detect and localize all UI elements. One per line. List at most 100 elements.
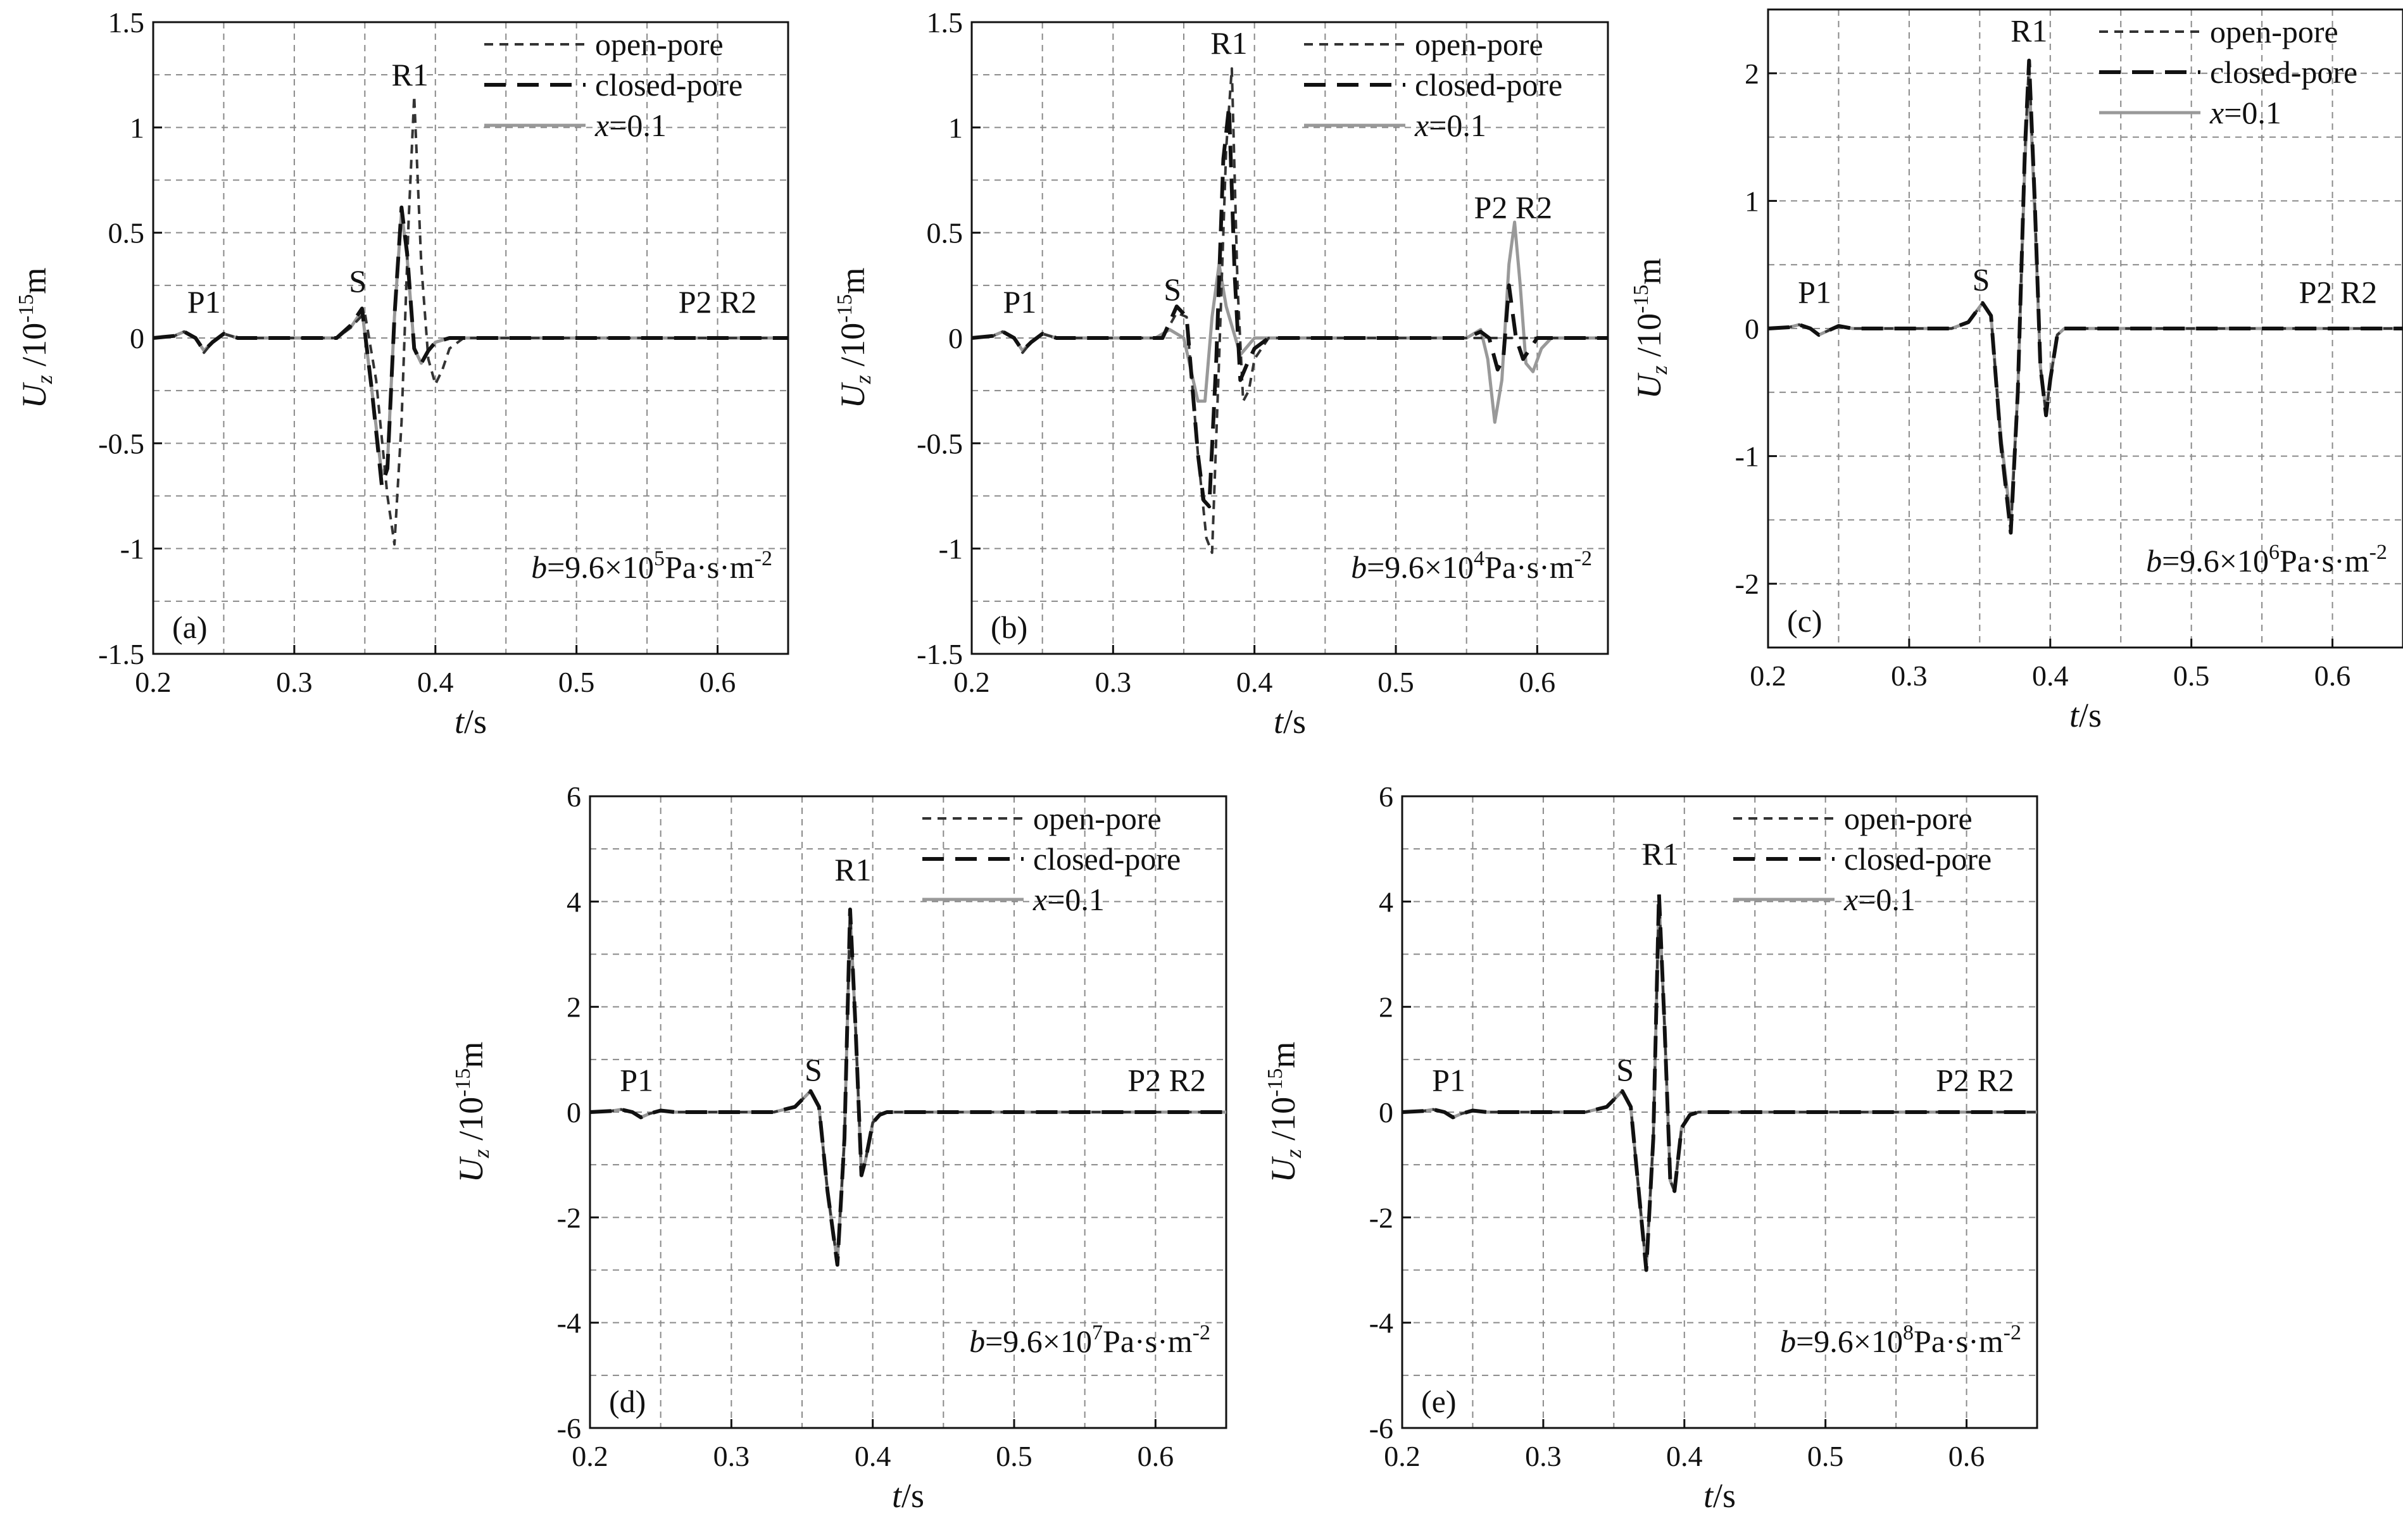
- y-axis-exp: -15: [15, 294, 38, 323]
- series-line-open: [971, 67, 1608, 554]
- wave-annotation: S: [1973, 262, 1990, 297]
- param-unit-exp: -2: [1193, 1321, 1210, 1344]
- param-mantissa: =9.6×10: [1796, 1324, 1903, 1359]
- legend-label-closed: closed-pore: [1844, 841, 1992, 877]
- y-axis-unit: /10: [15, 323, 53, 375]
- x-axis-unit: /s: [1283, 703, 1306, 741]
- wave-annotation: R1: [834, 852, 871, 887]
- x-axis-var: t: [455, 703, 465, 741]
- grid: [1402, 796, 2037, 1428]
- param-var: b: [1780, 1324, 1796, 1359]
- legend-value: =0.1: [1047, 882, 1105, 917]
- chart-panel-a: 0.2 0.3 0.4 0.5 0.6 -1.5 -1 -0.5 0 0.5 1 1.5 t/s Uz /…: [15, 6, 789, 741]
- y-axis-label: Uz /10-15m: [451, 1042, 494, 1183]
- y-tick-label: -4: [557, 1307, 581, 1339]
- x-axis-var: t: [1703, 1477, 1714, 1515]
- series-line-closed: [971, 104, 1608, 509]
- parameter-label: b=9.6×108Pa·s·m-2: [1780, 1321, 2021, 1359]
- y-tick-label: 4: [1379, 886, 1393, 918]
- y-axis-sub: z: [468, 1149, 494, 1158]
- x-tick-label: 0.3: [1525, 1440, 1562, 1472]
- chart-panel-d: 0.2 0.3 0.4 0.5 0.6 -6 -4 -2 0 2 4 6 t/s Uz /10-15m P1…: [451, 780, 1227, 1515]
- y-tick-label: -0.5: [98, 427, 144, 460]
- x-axis-label: t/s: [2069, 696, 2102, 734]
- chart-panel-e: 0.2 0.3 0.4 0.5 0.6 -6 -4 -2 0 2 4 6 t/s Uz /10-15m P1…: [1264, 780, 2038, 1515]
- y-axis-unit: /10: [1264, 1097, 1302, 1149]
- y-axis-unit-m: m: [15, 268, 53, 294]
- y-tick-label: 2: [1745, 58, 1759, 90]
- param-unit-exp: -2: [2004, 1321, 2021, 1344]
- param-unit-exp: -2: [755, 547, 772, 570]
- wave-annotation: P2 R2: [679, 284, 757, 320]
- y-axis-label: Uz /10-15m: [833, 268, 875, 409]
- y-axis-unit-m: m: [452, 1042, 490, 1068]
- param-exp: 7: [1092, 1321, 1103, 1344]
- y-axis-sub: z: [1281, 1149, 1306, 1158]
- y-tick-label: 4: [567, 886, 581, 918]
- x-axis-var: t: [2069, 696, 2080, 734]
- param-mantissa: =9.6×10: [547, 549, 654, 585]
- y-axis-var: U: [452, 1156, 490, 1182]
- x-axis-var: t: [892, 1477, 903, 1515]
- x-tick-label: 0.6: [2314, 660, 2351, 692]
- param-unit: Pa·s·m: [1914, 1324, 2004, 1359]
- y-tick-label: -4: [1369, 1307, 1393, 1339]
- param-exp: 5: [654, 547, 665, 570]
- y-tick-label: 0: [130, 322, 144, 354]
- y-tick-label: 1.5: [108, 6, 145, 39]
- legend-label-x01: x=0.1: [1843, 882, 1916, 917]
- x-axis-label: t/s: [1703, 1477, 1736, 1515]
- x-axis-unit: /s: [1713, 1477, 1736, 1515]
- legend-label-closed: closed-pore: [595, 67, 743, 103]
- legend-label-x01: x=0.1: [594, 108, 667, 143]
- x-tick-label: 0.2: [572, 1440, 608, 1472]
- x-tick-label: 0.3: [1891, 660, 1928, 692]
- legend-label-closed: closed-pore: [2210, 54, 2357, 90]
- series-line-open: [153, 94, 788, 546]
- y-tick-label: 0: [1745, 313, 1759, 345]
- wave-annotation: P2 R2: [2299, 275, 2378, 310]
- wave-annotation: P1: [1432, 1063, 1465, 1098]
- wave-annotation: S: [1616, 1052, 1634, 1087]
- wave-annotation: P1: [1003, 284, 1037, 320]
- param-unit: Pa·s·m: [1103, 1324, 1193, 1359]
- x-tick-label: 0.5: [996, 1440, 1032, 1472]
- grid: [972, 22, 1608, 654]
- y-tick-label: -6: [1369, 1412, 1393, 1444]
- x-axis-label: t/s: [1274, 703, 1306, 741]
- wave-annotation: S: [805, 1052, 822, 1087]
- series-line-closed: [153, 205, 788, 487]
- param-exp: 6: [2269, 541, 2280, 564]
- wave-annotation: R1: [1642, 836, 1679, 872]
- legend-var: x: [1843, 882, 1858, 917]
- x-tick-label: 0.4: [2032, 660, 2069, 692]
- legend-var: x: [1414, 108, 1429, 143]
- y-tick-label: -1.5: [98, 638, 144, 670]
- x-tick-label: 0.4: [855, 1440, 891, 1472]
- panel-label: (a): [172, 610, 208, 645]
- y-tick-label: 0: [948, 322, 963, 354]
- x-tick-label: 0.5: [1807, 1440, 1844, 1472]
- x-axis-label: t/s: [892, 1477, 924, 1515]
- y-tick-label: -1: [120, 533, 144, 565]
- legend-label-open: open-pore: [595, 27, 724, 62]
- legend-var: x: [1032, 882, 1047, 917]
- y-axis-unit-m: m: [1264, 1042, 1302, 1068]
- param-unit: Pa·s·m: [2280, 543, 2369, 579]
- y-axis-sub: z: [1647, 365, 1672, 375]
- param-unit: Pa·s·m: [1484, 549, 1574, 585]
- y-axis-var: U: [1264, 1156, 1302, 1182]
- y-tick-label: 1.5: [927, 6, 963, 39]
- x-axis-unit: /s: [2079, 696, 2102, 734]
- y-axis-var: U: [1630, 372, 1668, 399]
- legend-value: =0.1: [1429, 108, 1486, 143]
- wave-annotation: P2 R2: [1127, 1063, 1206, 1098]
- wave-annotation: P1: [620, 1063, 653, 1098]
- y-tick-label: 2: [567, 991, 581, 1024]
- wave-annotation: R1: [391, 57, 428, 92]
- panel-label: (b): [991, 610, 1027, 645]
- param-mantissa: =9.6×10: [2162, 543, 2269, 579]
- legend-value: =0.1: [609, 108, 667, 143]
- legend-value: =0.1: [1858, 882, 1916, 917]
